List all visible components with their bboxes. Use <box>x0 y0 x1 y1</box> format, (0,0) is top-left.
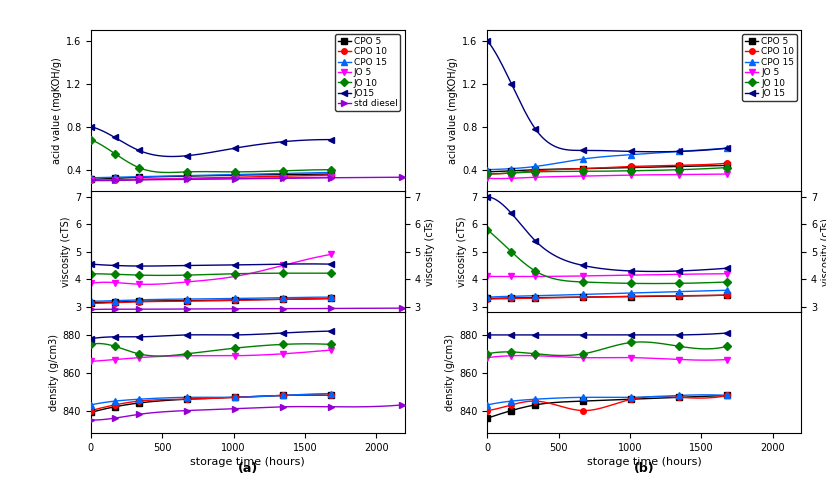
Text: (b): (b) <box>634 462 654 475</box>
Y-axis label: viscosity (cTs): viscosity (cTs) <box>425 218 434 286</box>
Y-axis label: viscosity (cTs): viscosity (cTs) <box>821 218 826 286</box>
Y-axis label: density (g/cm3): density (g/cm3) <box>49 334 59 411</box>
Y-axis label: viscosity (cTS): viscosity (cTS) <box>61 217 71 287</box>
X-axis label: storage time (hours): storage time (hours) <box>191 457 305 467</box>
Legend: CPO 5, CPO 10, CPO 15, JO 5, JO 10, JO 15: CPO 5, CPO 10, CPO 15, JO 5, JO 10, JO 1… <box>742 34 797 101</box>
Y-axis label: acid value (mgKOH/g): acid value (mgKOH/g) <box>51 57 62 164</box>
Y-axis label: viscosity (cTS): viscosity (cTS) <box>458 217 468 287</box>
Text: (a): (a) <box>238 462 258 475</box>
Y-axis label: acid value (mgKOH/g): acid value (mgKOH/g) <box>448 57 458 164</box>
Legend: CPO 5, CPO 10, CPO 15, JO 5, JO 10, JO15, std diesel: CPO 5, CPO 10, CPO 15, JO 5, JO 10, JO15… <box>335 34 401 111</box>
Y-axis label: density (g/cm3): density (g/cm3) <box>445 334 455 411</box>
X-axis label: storage time (hours): storage time (hours) <box>587 457 701 467</box>
